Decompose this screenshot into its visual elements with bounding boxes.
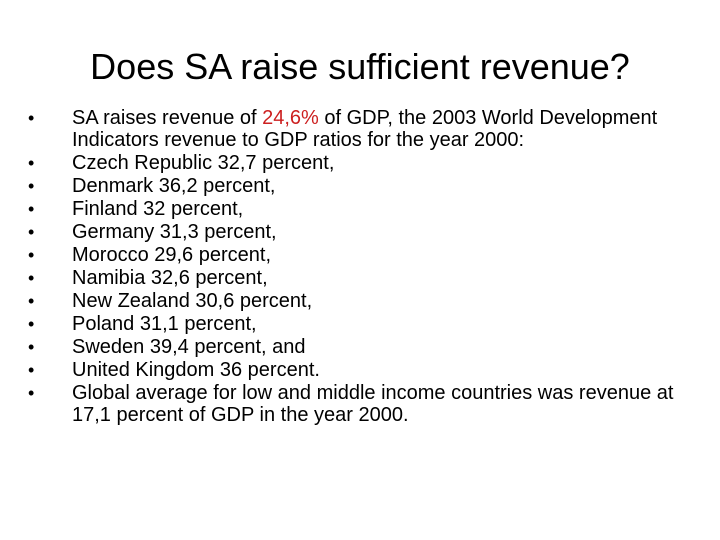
bullet-item-germany: • Germany 31,3 percent,	[28, 221, 708, 243]
bullet-text: Czech Republic 32,7 percent,	[72, 152, 335, 174]
bullet-text: Finland 32 percent,	[72, 198, 244, 220]
bullet-text: New Zealand 30,6 percent,	[72, 290, 313, 312]
bullet-item-denmark: • Denmark 36,2 percent,	[28, 175, 708, 197]
bullet-item-poland: • Poland 31,1 percent,	[28, 313, 708, 335]
bullet-icon: •	[28, 268, 35, 288]
slide-title: Does SA raise sufficient revenue?	[90, 46, 630, 87]
bullet-icon: •	[28, 337, 35, 357]
bullet-icon: •	[28, 108, 35, 128]
bullet-icon: •	[28, 314, 35, 334]
sa-revenue-highlight: 24,6%	[262, 107, 319, 129]
bullet-text: United Kingdom 36 percent.	[72, 359, 320, 381]
intro-text-prefix: SA raises revenue of	[72, 107, 263, 129]
bullet-item-intro: • SA raises revenue of 24,6% of GDP, the…	[28, 107, 708, 151]
intro-text-suffix: of GDP, the 2003 World Development Indic…	[72, 107, 658, 151]
bullet-text: Germany 31,3 percent,	[72, 221, 277, 243]
bullet-icon: •	[28, 176, 35, 196]
bullet-item-sweden: • Sweden 39,4 percent, and	[28, 336, 708, 358]
bullet-icon: •	[28, 360, 35, 380]
bullet-item-morocco: • Morocco 29,6 percent,	[28, 244, 708, 266]
bullet-item-global-average: • Global average for low and middle inco…	[28, 382, 708, 426]
bullet-item-united-kingdom: • United Kingdom 36 percent.	[28, 359, 708, 381]
bullet-text: Namibia 32,6 percent,	[72, 267, 268, 289]
bullet-text: Sweden 39,4 percent, and	[72, 336, 306, 358]
bullet-text: Poland 31,1 percent,	[72, 313, 257, 335]
bullet-icon: •	[28, 153, 35, 173]
bullet-text: Global average for low and middle income…	[72, 382, 674, 426]
bullet-icon: •	[28, 245, 35, 265]
bullet-text: Morocco 29,6 percent,	[72, 244, 271, 266]
bullet-item-finland: • Finland 32 percent,	[28, 198, 708, 220]
bullet-item-czech-republic: • Czech Republic 32,7 percent,	[28, 152, 708, 174]
bullet-list: • SA raises revenue of 24,6% of GDP, the…	[28, 107, 708, 427]
bullet-icon: •	[28, 222, 35, 242]
bullet-item-new-zealand: • New Zealand 30,6 percent,	[28, 290, 708, 312]
bullet-item-namibia: • Namibia 32,6 percent,	[28, 267, 708, 289]
bullet-icon: •	[28, 291, 35, 311]
bullet-text: Denmark 36,2 percent,	[72, 175, 276, 197]
bullet-icon: •	[28, 383, 35, 403]
bullet-icon: •	[28, 199, 35, 219]
